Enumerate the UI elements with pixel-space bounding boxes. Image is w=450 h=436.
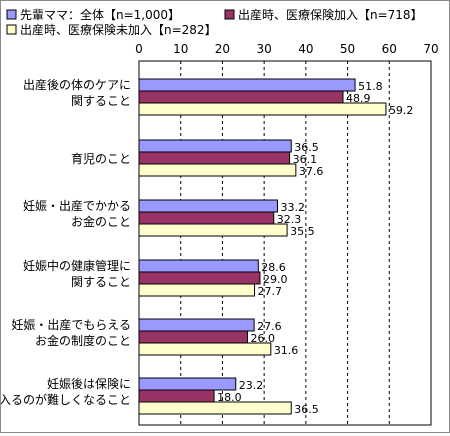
plot-area [138, 60, 432, 426]
bar-5-1 [138, 318, 255, 332]
legend-swatch-2 [224, 9, 235, 20]
x-tick-label-60: 60 [382, 42, 397, 56]
x-tick-label-70: 70 [423, 42, 438, 56]
bar-6-1 [138, 377, 237, 391]
category-label-4-1: 妊娠中の健康管理に [23, 258, 131, 273]
category-label-1-1: 出産後の体のケアに [23, 77, 131, 92]
value-label-6-1: 23.2 [239, 379, 264, 392]
category-label-6-1: 妊娠後は保険に [47, 377, 131, 391]
bar-5-2 [138, 330, 248, 344]
value-label-4-3: 27.7 [258, 285, 283, 298]
category-label-2-1: 育児のこと [71, 151, 131, 166]
bar-4-1 [138, 259, 259, 273]
bar-6-3 [138, 401, 292, 415]
x-tick-label-10: 10 [173, 42, 188, 56]
x-tick-label-20: 20 [215, 42, 230, 56]
x-tick-label-30: 30 [257, 42, 272, 56]
bar-6-2 [138, 389, 215, 403]
value-labels: 51.848.959.236.536.137.633.232.335.528.6… [217, 80, 413, 416]
gridlines [180, 61, 390, 425]
legend: 先輩ママ：全体【n=1,000】 出産時、医療保険加入【n=718】出産時、医療保… [6, 7, 423, 37]
category-label-6-2: 入るのが難しくなること [1, 392, 131, 407]
bar-2-3 [138, 163, 297, 177]
value-label-5-2: 26.0 [250, 332, 275, 345]
x-axis-tick-labels: 0 10 20 30 40 50 60 70 [135, 42, 438, 56]
bar-2-1 [138, 139, 292, 153]
value-label-6-2: 18.0 [217, 391, 242, 404]
bar-3-2 [138, 211, 275, 225]
legend-swatch-1 [6, 9, 17, 20]
category-label-3-2: お金のこと [71, 214, 131, 229]
category-label-5-2: お金の制度のこと [35, 333, 131, 348]
value-label-3-1: 33.2 [280, 201, 305, 214]
value-label-6-3: 36.5 [294, 403, 319, 416]
value-label-2-3: 37.6 [299, 165, 324, 178]
legend-label-2: 出産時、医療保険加入【n=718】 [238, 7, 423, 22]
bar-4-2 [138, 271, 261, 285]
value-label-3-2: 32.3 [277, 213, 302, 226]
category-label-5-1: 妊娠・出産でもらえる [11, 317, 131, 332]
value-label-5-1: 27.6 [257, 320, 282, 333]
value-label-2-1: 36.5 [294, 141, 319, 154]
bar-1-2 [138, 90, 344, 104]
bars [138, 78, 387, 415]
bar-3-3 [138, 223, 288, 237]
category-label-4-2: 関すること [71, 275, 131, 289]
category-labels: 出産後の体のケアに関すること育児のこと妊娠・出産でかかるお金のこと妊娠中の健康管… [0, 77, 131, 407]
bar-4-3 [138, 283, 256, 297]
category-label-1-2: 関すること [71, 94, 131, 108]
value-label-4-1: 28.6 [261, 261, 286, 274]
x-tick-label-50: 50 [340, 42, 355, 56]
legend-label-1: 先輩ママ：全体【n=1,000】 [20, 7, 180, 22]
value-label-3-3: 35.5 [290, 225, 315, 238]
bar-2-2 [138, 151, 291, 165]
value-label-4-2: 29.0 [263, 273, 288, 286]
legend-swatch-3 [6, 24, 17, 35]
legend-label-3: 出産時、医療保険未加入【n=282】 [20, 22, 217, 37]
category-label-3-1: 妊娠・出産でかかる [23, 198, 131, 213]
value-label-1-3: 59.2 [389, 104, 414, 117]
value-label-5-3: 31.6 [274, 344, 299, 357]
bar-5-3 [138, 342, 272, 356]
x-tick-label-40: 40 [298, 42, 313, 56]
value-label-1-2: 48.9 [346, 92, 371, 105]
value-label-1-1: 51.8 [358, 80, 383, 93]
x-tick-label-0: 0 [135, 42, 143, 56]
bar-3-1 [138, 199, 278, 213]
bar-1-3 [138, 102, 387, 116]
value-label-2-2: 36.1 [293, 153, 318, 166]
bar-1-1 [138, 78, 356, 92]
plot-border [138, 60, 432, 426]
